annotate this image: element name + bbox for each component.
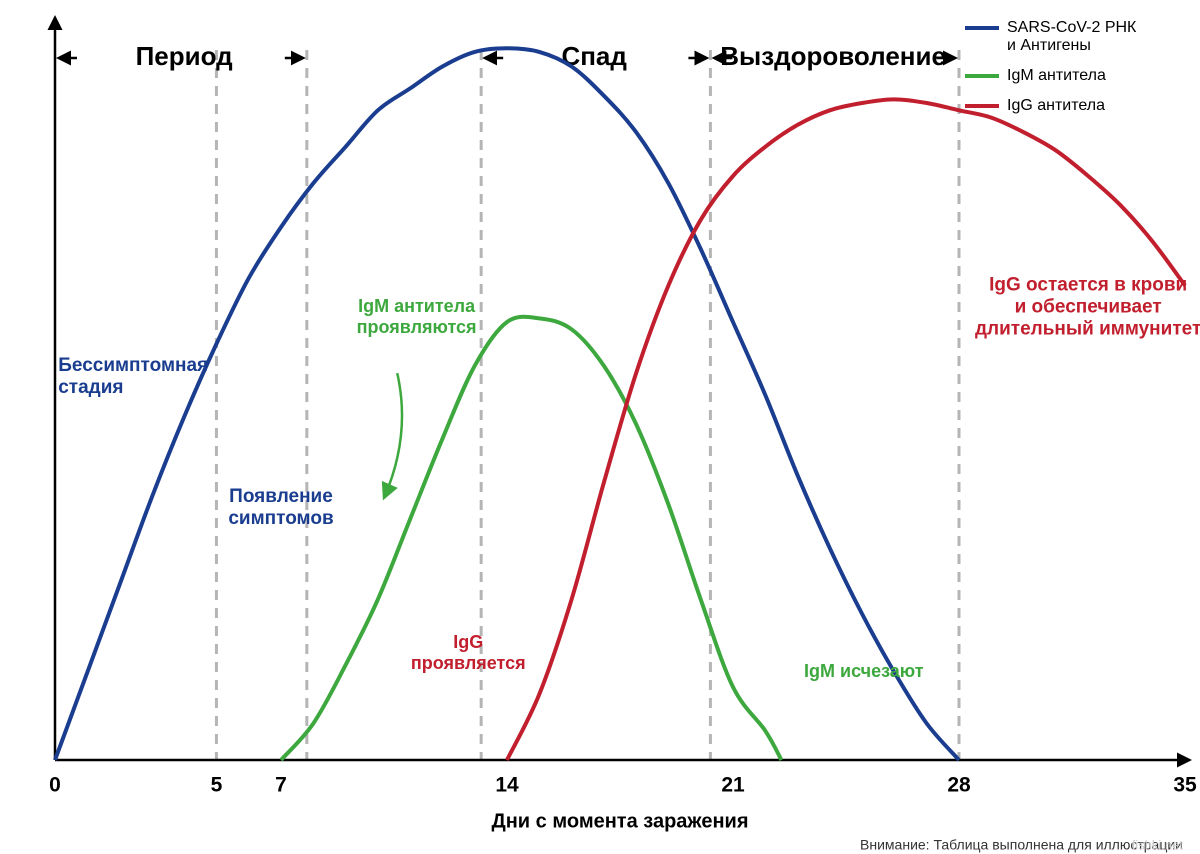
watermark: fishki.net bbox=[1132, 837, 1184, 852]
x-tick-label: 35 bbox=[1173, 774, 1197, 797]
annotation-text: Появление bbox=[229, 486, 333, 507]
annotation-text: IgG остается в крови bbox=[989, 275, 1187, 296]
legend-label: IgM антитела bbox=[1007, 67, 1106, 84]
x-tick-label: 21 bbox=[721, 774, 745, 797]
phase-label: Выздороволение bbox=[720, 41, 946, 71]
phase-label: Период bbox=[136, 41, 234, 71]
annotation-text: IgG bbox=[453, 632, 483, 652]
annotation-text: IgM исчезают bbox=[804, 661, 924, 681]
legend-label: IgG антитела bbox=[1007, 97, 1105, 114]
legend-label: и Антигены bbox=[1007, 37, 1091, 54]
curve-igm bbox=[281, 317, 781, 760]
annotation-text: проявляются bbox=[357, 317, 477, 337]
antibody-curve-chart: 0 5 7 14 21 28 35 Дни с момента заражения Период… bbox=[0, 0, 1200, 854]
x-tick-label: 7 bbox=[275, 774, 287, 797]
x-tick-label: 0 bbox=[49, 774, 61, 797]
annotation-text: и обеспечивает bbox=[1015, 297, 1162, 318]
x-axis-label: Дни с момента заражения bbox=[491, 810, 748, 832]
igm-arrow bbox=[384, 373, 402, 497]
x-tick-label: 5 bbox=[211, 774, 223, 797]
annotation-text: симптомов bbox=[228, 508, 333, 529]
legend-label: SARS-CoV-2 РНК bbox=[1007, 19, 1137, 36]
annotation-text: стадия bbox=[58, 377, 123, 398]
annotation-text: проявляется bbox=[411, 653, 526, 673]
annotation-text: Бессимптомная bbox=[58, 355, 208, 376]
x-tick-label: 14 bbox=[495, 774, 519, 797]
x-tick-label: 28 bbox=[947, 774, 971, 797]
annotation-text: IgM антитела bbox=[358, 296, 476, 316]
annotation-text: длительный иммунитет bbox=[975, 319, 1200, 340]
